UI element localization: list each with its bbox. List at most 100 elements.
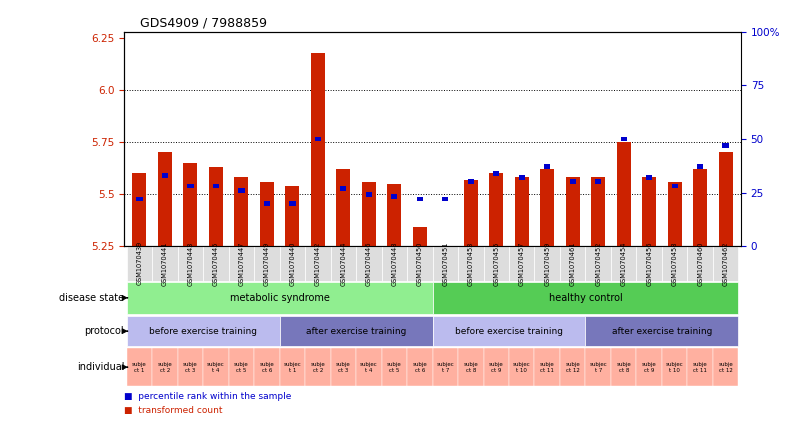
FancyBboxPatch shape — [662, 348, 687, 386]
FancyBboxPatch shape — [458, 246, 484, 280]
Bar — [260, 181, 274, 246]
Bar — [388, 184, 401, 246]
Text: GSM1070440: GSM1070440 — [289, 241, 296, 286]
Bar — [289, 201, 296, 206]
Text: ■  percentile rank within the sample: ■ percentile rank within the sample — [124, 392, 292, 401]
FancyBboxPatch shape — [331, 348, 356, 386]
Text: before exercise training: before exercise training — [455, 327, 563, 335]
Text: subje
ct 12: subje ct 12 — [718, 362, 733, 373]
Text: subjec
t 1: subjec t 1 — [284, 362, 301, 373]
Text: GSM1070459: GSM1070459 — [544, 241, 550, 286]
Text: GSM1070451: GSM1070451 — [442, 241, 449, 286]
Text: GSM1070443: GSM1070443 — [187, 241, 193, 286]
Text: subjec
t 10: subjec t 10 — [666, 362, 683, 373]
Text: GSM1070444: GSM1070444 — [340, 241, 346, 286]
Bar — [442, 197, 449, 201]
Text: subje
ct 8: subje ct 8 — [616, 362, 631, 373]
Bar — [646, 175, 652, 180]
FancyBboxPatch shape — [433, 316, 586, 346]
Text: subje
ct 5: subje ct 5 — [387, 362, 401, 373]
Text: before exercise training: before exercise training — [149, 327, 257, 335]
FancyBboxPatch shape — [152, 246, 178, 280]
Bar — [544, 165, 550, 169]
FancyBboxPatch shape — [433, 246, 458, 280]
Bar — [540, 169, 554, 246]
FancyBboxPatch shape — [560, 246, 586, 280]
Bar — [235, 177, 248, 246]
FancyBboxPatch shape — [254, 348, 280, 386]
Text: protocol: protocol — [85, 326, 124, 336]
Bar — [362, 181, 376, 246]
FancyBboxPatch shape — [611, 246, 637, 280]
FancyBboxPatch shape — [127, 246, 152, 280]
FancyBboxPatch shape — [509, 348, 534, 386]
Bar — [162, 173, 168, 178]
FancyBboxPatch shape — [178, 348, 203, 386]
Bar — [566, 177, 580, 246]
Bar — [493, 171, 499, 176]
Text: subje
ct 11: subje ct 11 — [693, 362, 707, 373]
Text: disease state: disease state — [59, 293, 124, 303]
Bar — [413, 228, 427, 246]
Bar — [489, 173, 503, 246]
Text: GSM1070442: GSM1070442 — [315, 241, 321, 286]
Bar — [132, 173, 147, 246]
Bar — [213, 184, 219, 189]
Text: subje
ct 2: subje ct 2 — [311, 362, 325, 373]
Bar — [464, 179, 477, 246]
FancyBboxPatch shape — [662, 246, 687, 280]
Bar — [311, 52, 325, 246]
Text: subje
ct 11: subje ct 11 — [540, 362, 554, 373]
FancyBboxPatch shape — [687, 348, 713, 386]
Text: GSM1070457: GSM1070457 — [519, 241, 525, 286]
Text: GSM1070456: GSM1070456 — [646, 241, 652, 286]
FancyBboxPatch shape — [203, 348, 228, 386]
Bar — [366, 192, 372, 197]
Text: subje
ct 8: subje ct 8 — [464, 362, 478, 373]
Bar — [621, 137, 627, 141]
Text: subje
ct 9: subje ct 9 — [642, 362, 657, 373]
Bar — [518, 175, 525, 180]
Bar — [570, 179, 576, 184]
Bar — [697, 165, 703, 169]
Bar — [468, 179, 474, 184]
Bar — [417, 197, 423, 201]
Bar — [264, 201, 270, 206]
Text: after exercise training: after exercise training — [306, 327, 406, 335]
Text: subje
ct 2: subje ct 2 — [158, 362, 172, 373]
Text: GSM1070460: GSM1070460 — [697, 241, 703, 286]
FancyBboxPatch shape — [228, 348, 254, 386]
Text: GSM1070448: GSM1070448 — [392, 241, 397, 286]
FancyBboxPatch shape — [305, 348, 331, 386]
FancyBboxPatch shape — [152, 348, 178, 386]
Bar — [336, 169, 350, 246]
FancyBboxPatch shape — [586, 246, 611, 280]
FancyBboxPatch shape — [713, 246, 739, 280]
Text: GSM1070454: GSM1070454 — [621, 241, 626, 286]
FancyBboxPatch shape — [331, 246, 356, 280]
Bar — [617, 142, 630, 246]
FancyBboxPatch shape — [178, 246, 203, 280]
Bar — [693, 169, 707, 246]
Text: subjec
t 7: subjec t 7 — [437, 362, 454, 373]
FancyBboxPatch shape — [611, 348, 637, 386]
Text: GDS4909 / 7988859: GDS4909 / 7988859 — [140, 16, 268, 30]
FancyBboxPatch shape — [484, 246, 509, 280]
Bar — [671, 184, 678, 189]
FancyBboxPatch shape — [586, 348, 611, 386]
Text: ■  transformed count: ■ transformed count — [124, 406, 223, 415]
Text: GSM1070447: GSM1070447 — [239, 241, 244, 286]
Text: healthy control: healthy control — [549, 293, 622, 303]
Bar — [285, 186, 300, 246]
FancyBboxPatch shape — [127, 282, 433, 314]
Text: GSM1070455: GSM1070455 — [493, 241, 499, 286]
FancyBboxPatch shape — [127, 316, 280, 346]
FancyBboxPatch shape — [687, 246, 713, 280]
Text: GSM1070452: GSM1070452 — [595, 241, 602, 286]
Bar — [718, 152, 733, 246]
FancyBboxPatch shape — [381, 348, 407, 386]
FancyBboxPatch shape — [534, 348, 560, 386]
FancyBboxPatch shape — [484, 348, 509, 386]
Bar — [238, 188, 244, 193]
Bar — [723, 143, 729, 148]
